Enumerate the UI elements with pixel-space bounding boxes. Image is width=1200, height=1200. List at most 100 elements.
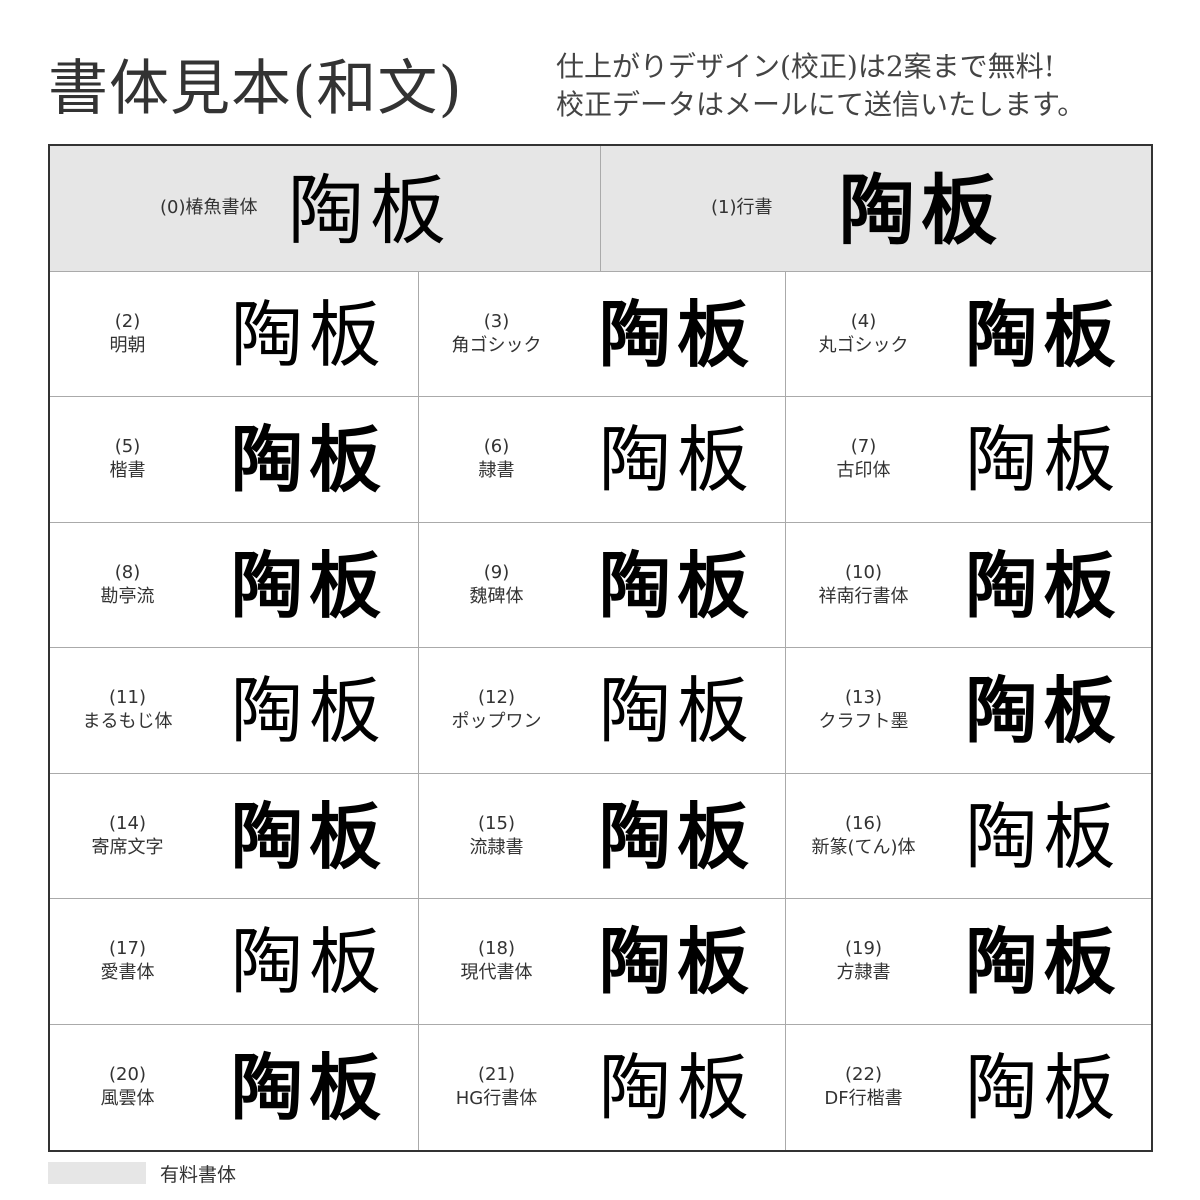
font-cell: (10) 祥南行書体 陶板: [786, 523, 1151, 649]
font-name: 魏碑体: [469, 585, 524, 607]
font-label: (12) ポップワン: [419, 686, 574, 734]
font-number: (10): [845, 561, 882, 583]
font-cell: (18) 現代書体 陶板: [419, 899, 786, 1025]
note-line-2: 校正データはメールにて送信いたします。: [556, 88, 1086, 121]
font-sample: 陶板: [230, 794, 387, 879]
font-label: (14) 寄席文字: [50, 812, 205, 860]
font-sample: 陶板: [230, 1044, 387, 1130]
font-sample: 陶板: [598, 669, 755, 754]
font-number: (12): [478, 687, 515, 709]
font-label: (0) 椿魚書体: [160, 196, 258, 220]
font-name: 方隷書: [836, 962, 891, 984]
font-number: (7): [850, 436, 877, 458]
font-sample: 陶板: [230, 669, 387, 754]
font-name: 古印体: [836, 460, 891, 482]
font-name: 隷書: [478, 460, 515, 482]
font-name: ポップワン: [451, 711, 542, 733]
font-sample: 陶板: [965, 293, 1122, 377]
font-sample: 陶板: [965, 418, 1122, 503]
font-name: 丸ゴシック: [818, 335, 909, 356]
font-sample: 陶板: [230, 920, 387, 1005]
font-sample: 陶板: [965, 542, 1122, 628]
font-sample: 陶板: [965, 920, 1122, 1005]
font-sample: 陶板: [598, 418, 755, 503]
font-cell: (2) 明朝 陶板: [50, 272, 419, 398]
font-label: (21) HG行書体: [419, 1063, 574, 1111]
font-number: (14): [109, 812, 146, 834]
font-number: (15): [478, 812, 515, 834]
font-label: (5) 楷書: [50, 435, 205, 483]
font-number: (9): [483, 561, 510, 583]
font-number: (22): [845, 1063, 882, 1085]
font-name: 流隷書: [469, 836, 524, 858]
font-number: (17): [109, 938, 146, 960]
font-sample: 陶板: [230, 417, 387, 503]
font-cell: (20) 風雲体 陶板: [50, 1024, 419, 1150]
font-sample: 陶板: [965, 669, 1122, 754]
font-number: (0): [160, 197, 186, 218]
font-name: 祥南行書体: [818, 585, 909, 607]
font-label: (3) 角ゴシック: [419, 310, 574, 358]
paid-font-swatch: [48, 1162, 146, 1184]
font-sample: 陶板: [598, 793, 755, 879]
font-number: (18): [478, 938, 515, 960]
font-sample: 陶板: [598, 920, 755, 1005]
font-cell: (14) 寄席文字 陶板: [50, 773, 419, 900]
font-name: 寄席文字: [91, 836, 164, 858]
font-cell: (21) HG行書体 陶板: [419, 1024, 786, 1150]
font-cell: (13) クラフト墨 陶板: [786, 648, 1151, 774]
font-label: (15) 流隷書: [419, 812, 574, 860]
font-number: (6): [483, 436, 510, 458]
font-cell: (19) 方隷書 陶板: [786, 899, 1151, 1025]
font-label: (11) まるもじ体: [50, 686, 205, 734]
font-number: (20): [109, 1063, 146, 1085]
font-cell: (15) 流隷書 陶板: [419, 773, 786, 900]
font-number: (19): [845, 938, 882, 960]
font-number: (13): [845, 687, 882, 709]
proof-note: 仕上がりデザイン(校正)は2案まで無料! 校正データはメールにて送信いたします。: [556, 48, 1085, 124]
font-sample: 陶板: [839, 166, 1003, 255]
font-cell: (3) 角ゴシック 陶板: [419, 272, 786, 398]
font-label: (13) クラフト墨: [786, 686, 941, 734]
font-sample: 陶板: [230, 293, 387, 377]
font-cell: (9) 魏碑体 陶板: [419, 522, 786, 649]
font-number: (16): [845, 812, 882, 834]
font-number: (4): [850, 311, 877, 332]
font-name: DF行楷書: [824, 1087, 903, 1109]
font-cell: (5) 楷書 陶板: [50, 397, 419, 523]
font-number: (21): [478, 1063, 515, 1085]
font-name: 新篆(てん)体: [811, 836, 916, 858]
font-number: (5): [114, 436, 141, 458]
font-label: (19) 方隷書: [786, 937, 941, 985]
page-title: 書体見本(和文): [48, 54, 463, 124]
font-name: 現代書体: [460, 962, 533, 984]
font-cell: (11) まるもじ体 陶板: [50, 648, 419, 774]
font-name: 愛書体: [100, 962, 155, 984]
font-sample: 陶板: [230, 543, 387, 628]
font-cell: (12) ポップワン 陶板: [419, 648, 786, 774]
font-number: (2): [114, 311, 141, 332]
font-label: (7) 古印体: [786, 435, 941, 483]
font-sample: 陶板: [965, 794, 1122, 879]
font-number: (1): [711, 197, 737, 218]
font-cell: (8) 勘亭流 陶板: [50, 522, 419, 649]
font-label: (22) DF行楷書: [786, 1063, 941, 1111]
paid-fonts-row: (0) 椿魚書体 陶板 (1) 行書 陶板: [50, 146, 1151, 272]
font-name: まるもじ体: [82, 711, 173, 733]
font-sample: 陶板: [598, 1045, 755, 1130]
font-number: (3): [483, 311, 510, 332]
font-number: (11): [109, 687, 146, 709]
font-cell: (4) 丸ゴシック 陶板: [786, 272, 1151, 398]
font-cell: (16) 新篆(てん)体 陶板: [786, 774, 1151, 900]
font-label: (9) 魏碑体: [419, 561, 574, 609]
font-name: 角ゴシック: [451, 335, 542, 356]
font-label: (18) 現代書体: [419, 937, 574, 985]
font-label: (16) 新篆(てん)体: [786, 812, 941, 860]
note-line-1: 仕上がりデザイン(校正)は2案まで無料!: [556, 50, 1055, 83]
font-grid: (2) 明朝 陶板 (3) 角ゴシック 陶板 (4) 丸ゴシック 陶板 (5) 楷書 陶板 (6) 隷書陶…: [50, 272, 1151, 1150]
font-label: (20) 風雲体: [50, 1063, 205, 1111]
font-name: 椿魚書体: [185, 197, 258, 218]
font-sample: 陶板: [965, 1045, 1122, 1130]
font-name: クラフト墨: [818, 711, 909, 733]
font-name: 風雲体: [100, 1087, 155, 1109]
